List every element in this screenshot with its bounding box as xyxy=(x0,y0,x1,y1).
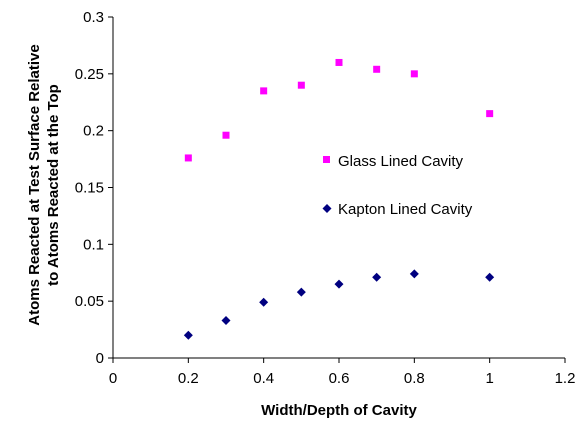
data-point xyxy=(260,87,268,95)
legend-kapton-marker xyxy=(322,204,332,213)
x-tick-label: 0.8 xyxy=(404,370,425,387)
legend-label-glass: Glass Lined Cavity xyxy=(338,153,464,170)
series-kapton xyxy=(183,269,495,340)
y-tick-label: 0.3 xyxy=(83,9,104,26)
x-axis-ticks: 0 0.2 0.4 0.6 0.8 1 1.2 xyxy=(109,358,576,387)
data-point xyxy=(259,297,269,307)
y-tick-label: 0.05 xyxy=(75,293,104,310)
legend-box xyxy=(304,141,526,235)
x-axis-title: Width/Depth of Cavity xyxy=(261,402,417,419)
data-point xyxy=(335,58,343,66)
data-point xyxy=(222,131,230,139)
data-point xyxy=(373,65,381,73)
legend: Glass Lined Cavity Kapton Lined Cavity xyxy=(304,141,526,235)
y-tick-label: 0.1 xyxy=(83,236,104,253)
data-point xyxy=(184,154,192,162)
x-tick-label: 1 xyxy=(485,370,493,387)
x-tick-label: 0.2 xyxy=(178,370,199,387)
data-point xyxy=(183,330,193,340)
x-tick-label: 1.2 xyxy=(555,370,576,387)
data-point xyxy=(297,81,305,89)
data-point xyxy=(486,110,494,118)
data-point xyxy=(410,70,418,78)
plot-area xyxy=(112,17,565,359)
data-point xyxy=(372,272,382,282)
y-tick-label: 0.15 xyxy=(75,180,104,197)
data-point xyxy=(221,315,231,325)
series-glass xyxy=(184,58,494,162)
y-tick-label: 0.2 xyxy=(83,123,104,140)
x-tick-label: 0.6 xyxy=(329,370,350,387)
legend-label-kapton: Kapton Lined Cavity xyxy=(338,201,473,218)
y-tick-label: 0 xyxy=(96,350,104,367)
legend-glass-marker xyxy=(323,156,330,163)
data-point xyxy=(334,279,344,289)
data-point xyxy=(485,272,495,282)
x-tick-label: 0.4 xyxy=(253,370,274,387)
y-axis-title-line-2: to Atoms Reacted at the Top xyxy=(45,84,62,286)
data-point xyxy=(409,269,419,279)
x-tick-label: 0 xyxy=(109,370,117,387)
y-axis-title-line-1: Atoms Reacted at Test Surface Relative xyxy=(26,44,43,326)
data-point xyxy=(296,287,306,297)
y-tick-label: 0.25 xyxy=(75,66,104,83)
y-axis-ticks: 0 0.05 0.1 0.15 0.2 0.25 0.3 xyxy=(75,9,113,367)
